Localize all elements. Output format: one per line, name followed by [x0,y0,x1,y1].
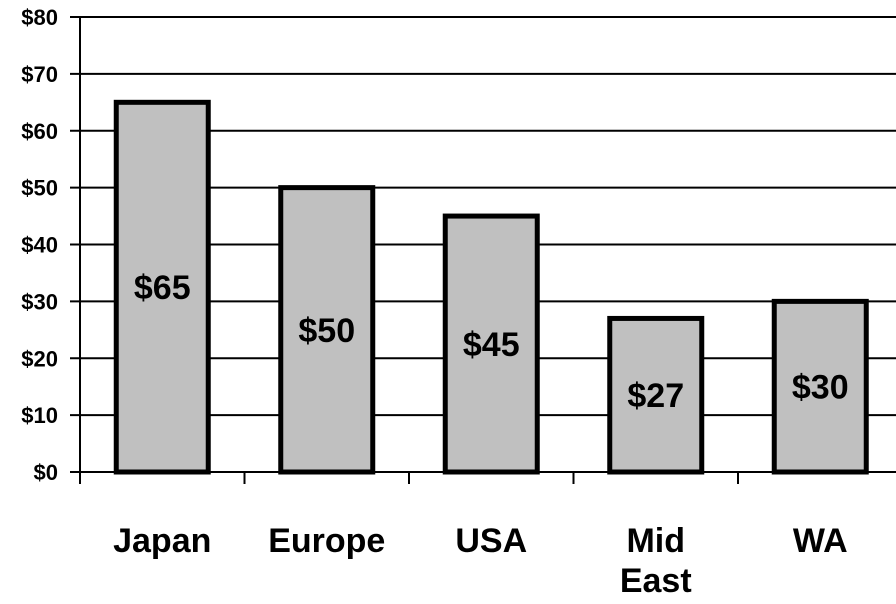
y-tick-label: $20 [21,346,58,371]
bars: $65 $50 $45 $27 $30 [113,99,869,475]
bar [278,185,376,475]
y-tick-label: $0 [34,460,58,485]
y-tick-label: $40 [21,233,58,258]
data-label: $65 [134,269,191,307]
y-tick-label: $50 [21,176,58,201]
x-category-label: Japan [113,522,211,560]
data-label: $50 [298,312,355,350]
y-tick-label: $70 [21,62,58,87]
y-axis-ticks: $0 $10 $20 $30 $40 $50 $60 $70 $80 [21,5,80,485]
x-category-label: Europe [268,522,385,560]
y-tick-label: $80 [21,5,58,30]
bar [607,315,705,475]
data-label: $30 [792,369,849,407]
data-label: $27 [627,377,684,415]
bar [442,213,540,475]
data-label: $45 [463,326,520,364]
x-category-label: USA [455,522,527,560]
x-category-label: Mid [626,522,685,560]
y-tick-label: $30 [21,289,58,314]
y-tick-label: $60 [21,119,58,144]
x-category-label: East [620,562,692,600]
bar [771,298,869,475]
x-category-label: WA [793,522,848,560]
axes [79,17,896,484]
y-tick-label: $10 [21,403,58,428]
